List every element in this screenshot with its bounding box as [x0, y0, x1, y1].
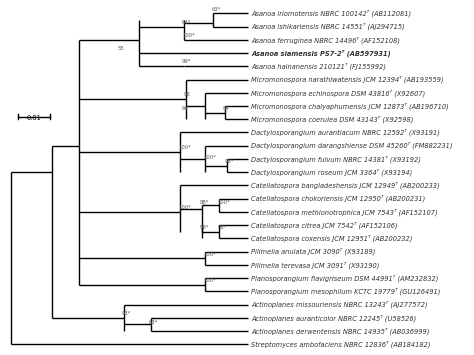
Text: Asanoa iriomotensis NBRC 100142ᵀ (AB112081): Asanoa iriomotensis NBRC 100142ᵀ (AB1120…: [252, 10, 411, 17]
Text: 100*: 100*: [203, 155, 216, 160]
Text: Pilimelia terevasa JCM 3091ᵀ (X93190): Pilimelia terevasa JCM 3091ᵀ (X93190): [252, 261, 380, 269]
Text: 55: 55: [118, 46, 125, 51]
Text: 63*: 63*: [211, 7, 220, 12]
Text: Dactylosporangium roseum JCM 3364ᵀ (X93194): Dactylosporangium roseum JCM 3364ᵀ (X931…: [252, 169, 413, 176]
Text: 93*: 93*: [122, 311, 131, 316]
Text: Catellatospora bangladeshensis JCM 12949ᵀ (AB200233): Catellatospora bangladeshensis JCM 12949…: [252, 182, 440, 189]
Text: Planosporangium mesophilum KCTC 19779ᵀ (GU126491): Planosporangium mesophilum KCTC 19779ᵀ (…: [252, 288, 441, 295]
Text: Dactylosporangium fulvum NBRC 14381ᵀ (X93192): Dactylosporangium fulvum NBRC 14381ᵀ (X9…: [252, 155, 421, 163]
Text: 63*: 63*: [149, 321, 158, 326]
Text: Planosporangium flavigriseum DSM 44991ᵀ (AM232832): Planosporangium flavigriseum DSM 44991ᵀ …: [252, 274, 439, 282]
Text: 99*: 99*: [182, 59, 191, 64]
Text: 98*: 98*: [217, 225, 227, 230]
Text: 98*: 98*: [225, 159, 234, 164]
Text: Catellatospora coxensis JCM 12951ᵀ (AB200232): Catellatospora coxensis JCM 12951ᵀ (AB20…: [252, 235, 413, 242]
Text: 0.01: 0.01: [27, 115, 41, 121]
Text: Actinoplanes derwentensis NBRC 14935ᵀ (AB036999): Actinoplanes derwentensis NBRC 14935ᵀ (A…: [252, 327, 430, 335]
Text: 98: 98: [184, 92, 191, 97]
Text: 100*: 100*: [178, 145, 191, 151]
Text: Micromonospora narathiwatensis JCM 12394ᵀ (AB193559): Micromonospora narathiwatensis JCM 12394…: [252, 76, 444, 83]
Text: Dactylosporangium darangshiense DSM 45260ᵀ (FM882231): Dactylosporangium darangshiense DSM 4526…: [252, 142, 453, 149]
Text: 100*: 100*: [203, 252, 216, 257]
Text: Asanoa hainanensis 210121ᵀ (FJ155992): Asanoa hainanensis 210121ᵀ (FJ155992): [252, 62, 386, 70]
Text: Micromonospora echinospora DSM 43816ᵀ (X92607): Micromonospora echinospora DSM 43816ᵀ (X…: [252, 89, 426, 97]
Text: Catellatospora citrea JCM 7542ᵀ (AF152106): Catellatospora citrea JCM 7542ᵀ (AF15210…: [252, 222, 398, 229]
Text: 88*: 88*: [200, 200, 209, 204]
Text: Dactylosporangium aurantiacum NBRC 12592ᵀ (X93191): Dactylosporangium aurantiacum NBRC 12592…: [252, 129, 440, 136]
Text: Asanoa siamensis PS7-2ᵀ (AB597931): Asanoa siamensis PS7-2ᵀ (AB597931): [252, 49, 391, 57]
Text: 64: 64: [182, 106, 189, 111]
Text: Micromonospora chaiyaphumensis JCM 12873ᵀ (AB196710): Micromonospora chaiyaphumensis JCM 12873…: [252, 102, 449, 110]
Text: Micromonospora coerulea DSM 43143ᵀ (X92598): Micromonospora coerulea DSM 43143ᵀ (X925…: [252, 115, 414, 123]
Text: Actinoplanes auranticolor NBRC 12245ᵀ (U58526): Actinoplanes auranticolor NBRC 12245ᵀ (U…: [252, 314, 417, 322]
Text: 100*: 100*: [182, 33, 195, 38]
Text: Streptomyces ambofaciens NBRC 12836ᵀ (AB184182): Streptomyces ambofaciens NBRC 12836ᵀ (AB…: [252, 340, 431, 348]
Text: Asanoa ishikariensis NBRC 14551ᵀ (AJ294715): Asanoa ishikariensis NBRC 14551ᵀ (AJ2947…: [252, 23, 405, 31]
Text: 100*: 100*: [217, 200, 230, 204]
Text: Catellatospora chokoriensis JCM 12950ᵀ (AB200231): Catellatospora chokoriensis JCM 12950ᵀ (…: [252, 195, 426, 202]
Text: Actinoplanes missouriensis NBRC 13243ᵀ (AJ277572): Actinoplanes missouriensis NBRC 13243ᵀ (…: [252, 301, 428, 308]
Text: 100*: 100*: [203, 278, 216, 283]
Text: Catellatospora methionotrophica JCM 7543ᵀ (AF152107): Catellatospora methionotrophica JCM 7543…: [252, 208, 438, 216]
Text: Pilimelia anulata JCM 3090ᵀ (X93189): Pilimelia anulata JCM 3090ᵀ (X93189): [252, 248, 376, 255]
Text: 98*: 98*: [200, 225, 209, 230]
Text: Asanoa ferruginea NBRC 14496ᵀ (AF152108): Asanoa ferruginea NBRC 14496ᵀ (AF152108): [252, 36, 401, 44]
Text: 84: 84: [223, 106, 230, 111]
Text: 100*: 100*: [178, 205, 191, 210]
Text: 64*: 64*: [182, 20, 191, 25]
